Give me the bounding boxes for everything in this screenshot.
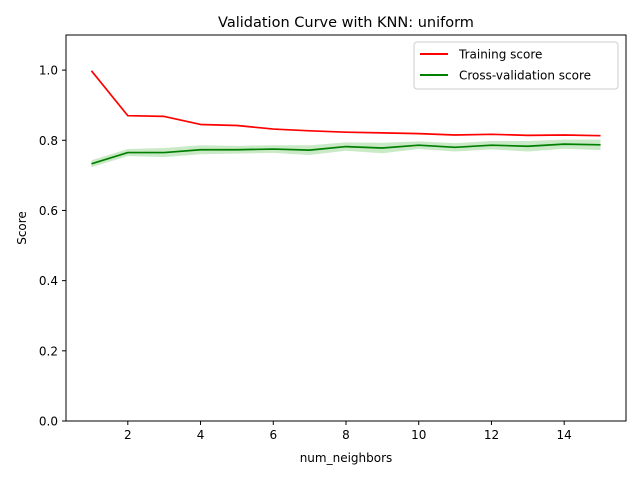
- x-tick-label: 4: [197, 428, 205, 442]
- series-lines: [90, 70, 601, 165]
- chart-title: Validation Curve with KNN: uniform: [218, 15, 474, 31]
- x-tick-label: 8: [342, 428, 350, 442]
- line-cross-validation: [91, 143, 601, 165]
- x-axis: 2 4 6 8 10 12 14: [124, 421, 572, 442]
- x-tick-label: 6: [269, 428, 277, 442]
- y-tick-label: 0.8: [39, 134, 58, 148]
- x-tick-label: 12: [484, 428, 499, 442]
- x-tick-label: 10: [411, 428, 426, 442]
- y-tick-label: 0.4: [39, 274, 58, 288]
- y-tick-label: 0.2: [39, 344, 58, 358]
- y-tick-label: 0.0: [39, 415, 58, 429]
- legend-label-training: Training score: [458, 48, 542, 62]
- y-tick-label: 1.0: [39, 64, 58, 78]
- legend-box: [413, 41, 619, 90]
- line-training: [90, 70, 601, 137]
- x-tick-label: 14: [557, 428, 572, 442]
- x-tick-label: 2: [124, 428, 132, 442]
- y-axis: 0.0 0.2 0.4 0.6 0.8 1.0: [39, 64, 66, 429]
- band-cross-validation: [91, 139, 601, 168]
- x-axis-label: num_neighbors: [300, 451, 393, 465]
- legend: Training score Cross-validation score: [413, 41, 619, 90]
- y-axis-label: Score: [15, 211, 29, 245]
- legend-label-cross-validation: Cross-validation score: [459, 69, 591, 83]
- y-tick-label: 0.6: [39, 204, 58, 218]
- confidence-bands: [91, 139, 601, 168]
- plot-frame: [65, 34, 627, 422]
